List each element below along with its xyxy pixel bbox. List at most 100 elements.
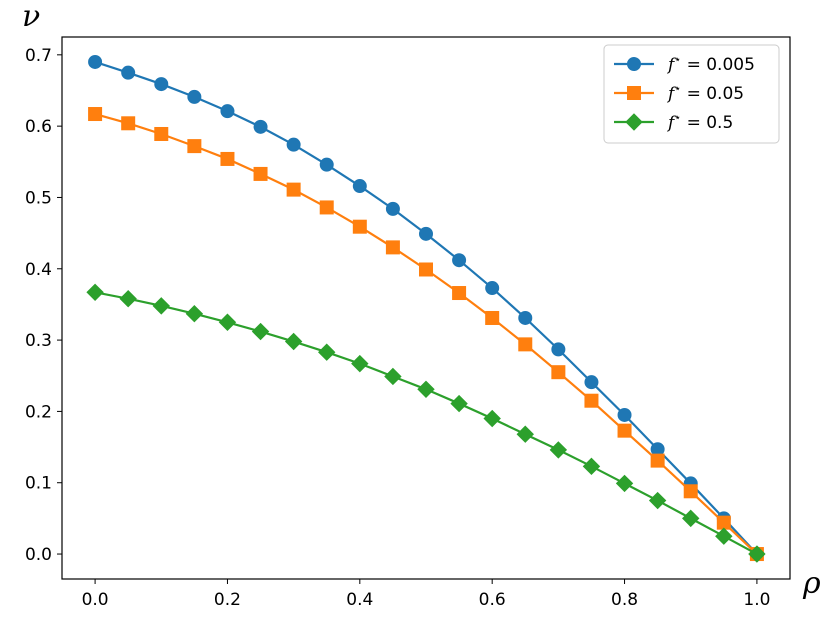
legend-label-value: = 0.005: [681, 55, 755, 75]
data-point: [518, 337, 533, 352]
data-point: [352, 179, 367, 194]
data-point: [516, 425, 534, 443]
y-tick-label: 0.3: [25, 331, 52, 351]
data-point: [187, 89, 202, 104]
data-point: [584, 393, 599, 408]
data-point: [154, 126, 169, 141]
data-point: [119, 290, 137, 308]
legend-swatch-marker: [625, 113, 643, 131]
x-tick-label: 1.0: [743, 590, 770, 610]
x-tick-label: 0.8: [611, 590, 638, 610]
data-point: [650, 453, 665, 468]
data-point: [715, 527, 733, 545]
data-point: [549, 441, 568, 459]
data-point: [220, 104, 235, 119]
data-point: [318, 343, 336, 361]
x-tick-label: 0.0: [82, 590, 109, 610]
data-point: [417, 380, 435, 399]
data-point: [185, 304, 204, 323]
data-point: [748, 545, 766, 563]
data-point: [319, 200, 334, 215]
series-2: [88, 107, 764, 562]
legend-label-var: f: [666, 113, 677, 133]
series-line: [94, 112, 758, 555]
y-tick-label: 0.2: [25, 402, 52, 422]
legend-entry: f⋆ = 0.005: [614, 53, 755, 75]
data-point: [218, 313, 237, 331]
data-point: [253, 166, 268, 181]
data-point: [286, 182, 301, 197]
data-point: [584, 375, 599, 390]
y-tick-label: 0.1: [25, 474, 52, 494]
y-tick-label: 0.0: [25, 545, 52, 565]
data-point: [284, 332, 303, 351]
data-point: [253, 119, 268, 134]
legend-label-var: f: [666, 55, 677, 75]
data-point: [352, 219, 367, 234]
data-point: [419, 226, 433, 241]
data-point: [121, 65, 136, 80]
data-point: [385, 201, 400, 216]
data-point: [551, 342, 566, 357]
x-axis: 0.0 0.2 0.4 0.6 0.8 1.0: [82, 579, 770, 610]
legend-label: f⋆ = 0.05: [666, 82, 744, 104]
legend-entry: f⋆ = 0.5: [614, 111, 733, 133]
data-point: [286, 137, 301, 152]
y-tick-label: 0.4: [25, 260, 52, 280]
data-point: [220, 151, 235, 166]
x-axis-label: ρ: [802, 566, 821, 601]
legend-label-var: f: [666, 84, 677, 104]
data-point: [384, 367, 402, 386]
data-point: [152, 297, 170, 315]
data-point: [450, 394, 468, 413]
data-point: [648, 491, 667, 510]
data-point: [154, 77, 169, 92]
data-point: [121, 116, 136, 131]
data-point: [617, 407, 632, 422]
series-3: [86, 283, 766, 563]
data-point: [551, 365, 566, 380]
data-point: [615, 474, 634, 493]
data-point: [86, 283, 104, 302]
legend-box: [603, 44, 780, 144]
x-tick-label: 0.4: [346, 590, 373, 610]
data-point: [483, 409, 501, 428]
legend-swatch-marker: [627, 57, 641, 71]
data-point: [452, 286, 467, 301]
data-point: [187, 139, 202, 154]
y-tick-label: 0.5: [25, 188, 52, 208]
y-tick-label: 0.6: [25, 117, 52, 137]
data-point: [419, 262, 433, 277]
data-point: [682, 509, 700, 528]
data-point: [582, 457, 601, 476]
data-point: [716, 515, 731, 530]
y-axis-label: ν: [22, 0, 40, 34]
legend-entry: f⋆ = 0.05: [614, 82, 744, 104]
data-point: [88, 107, 103, 122]
x-tick-label: 0.2: [214, 590, 241, 610]
y-tick-label: 0.7: [25, 46, 52, 66]
legend-label-value: = 0.5: [681, 113, 733, 133]
legend-label: f⋆ = 0.5: [666, 111, 733, 133]
data-point: [683, 484, 698, 499]
x-tick-label: 0.6: [479, 590, 506, 610]
data-point: [351, 354, 369, 373]
legend-label: f⋆ = 0.005: [666, 53, 755, 75]
legend-label-sup: ⋆: [674, 53, 681, 66]
legend-label-sup: ⋆: [674, 82, 681, 95]
series-layer: [86, 54, 766, 563]
data-point: [485, 281, 500, 296]
legend-label-sup: ⋆: [674, 111, 681, 124]
plot-frame: [61, 36, 791, 580]
data-point: [88, 54, 103, 69]
data-point: [385, 240, 400, 255]
legend-swatch-marker: [627, 86, 641, 100]
legend-label-value: = 0.05: [681, 84, 744, 104]
data-point: [518, 310, 533, 325]
data-point: [485, 310, 500, 325]
y-axis: 0.0 0.1 0.2 0.3 0.4 0.5 0.6 0.7: [25, 46, 62, 565]
series-line: [94, 291, 758, 556]
data-point: [251, 322, 270, 341]
